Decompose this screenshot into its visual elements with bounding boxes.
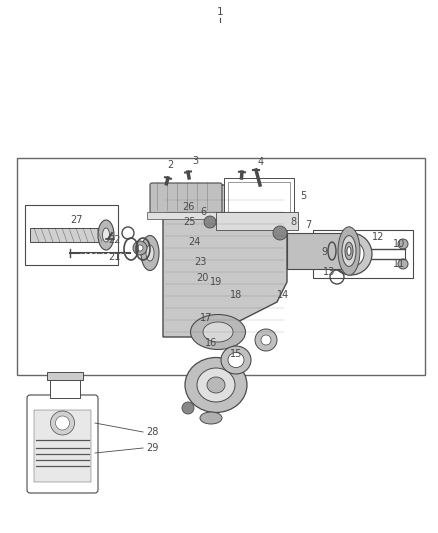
Text: 4: 4: [258, 157, 264, 167]
Ellipse shape: [141, 236, 159, 271]
Bar: [47, 372, 83, 380]
Circle shape: [398, 239, 408, 249]
Ellipse shape: [185, 358, 247, 413]
Text: 27: 27: [70, 215, 82, 225]
Ellipse shape: [347, 247, 351, 255]
Ellipse shape: [133, 241, 147, 255]
Circle shape: [182, 402, 194, 414]
Text: 23: 23: [194, 257, 206, 267]
Ellipse shape: [330, 233, 372, 275]
Ellipse shape: [342, 236, 356, 266]
Ellipse shape: [228, 352, 244, 367]
Text: 16: 16: [205, 338, 217, 348]
Ellipse shape: [261, 335, 271, 345]
Text: 24: 24: [188, 237, 200, 247]
Ellipse shape: [255, 329, 277, 351]
Text: 7: 7: [305, 220, 311, 230]
Ellipse shape: [345, 242, 353, 260]
FancyBboxPatch shape: [150, 183, 222, 215]
Bar: [17, 158, 425, 375]
Ellipse shape: [197, 368, 235, 402]
Bar: [30, 228, 100, 242]
Text: 6: 6: [200, 207, 206, 217]
Bar: [228, 182, 290, 212]
Text: 3: 3: [192, 156, 198, 166]
Text: 17: 17: [200, 313, 212, 323]
Bar: [25, 205, 118, 265]
Polygon shape: [163, 185, 287, 337]
FancyBboxPatch shape: [27, 395, 98, 493]
Text: 21: 21: [108, 252, 120, 262]
Circle shape: [273, 226, 287, 240]
Text: 13: 13: [323, 267, 335, 277]
Ellipse shape: [344, 247, 358, 261]
Text: 5: 5: [300, 191, 306, 201]
Text: 20: 20: [196, 273, 208, 283]
Ellipse shape: [102, 228, 110, 242]
Bar: [313, 230, 413, 278]
Text: 15: 15: [230, 349, 242, 359]
Text: 8: 8: [290, 217, 296, 227]
Circle shape: [204, 216, 216, 228]
Text: 28: 28: [146, 427, 159, 437]
Text: 19: 19: [210, 277, 222, 287]
Bar: [50, 380, 80, 398]
Text: 18: 18: [230, 290, 242, 300]
Ellipse shape: [98, 220, 114, 250]
Text: 2: 2: [167, 160, 173, 170]
Bar: [216, 212, 298, 230]
Ellipse shape: [221, 346, 251, 374]
Bar: [147, 212, 225, 219]
Text: 11: 11: [393, 259, 405, 269]
Ellipse shape: [338, 227, 360, 275]
Text: 25: 25: [183, 217, 195, 227]
Ellipse shape: [191, 314, 246, 350]
Ellipse shape: [207, 377, 225, 393]
Ellipse shape: [200, 412, 222, 424]
Circle shape: [50, 411, 74, 435]
Ellipse shape: [146, 245, 154, 261]
Bar: [34, 410, 91, 482]
Text: 9: 9: [321, 247, 327, 257]
Bar: [287, 233, 347, 269]
Text: 29: 29: [146, 443, 159, 453]
Circle shape: [398, 259, 408, 269]
Text: 14: 14: [277, 290, 289, 300]
Text: 22: 22: [108, 235, 120, 245]
Ellipse shape: [338, 241, 364, 267]
Bar: [224, 178, 294, 216]
Text: 10: 10: [393, 239, 405, 249]
Ellipse shape: [137, 245, 143, 251]
Circle shape: [56, 416, 70, 430]
Text: 1: 1: [217, 7, 223, 17]
Text: 12: 12: [372, 232, 385, 242]
Text: 26: 26: [182, 202, 194, 212]
Ellipse shape: [203, 322, 233, 342]
